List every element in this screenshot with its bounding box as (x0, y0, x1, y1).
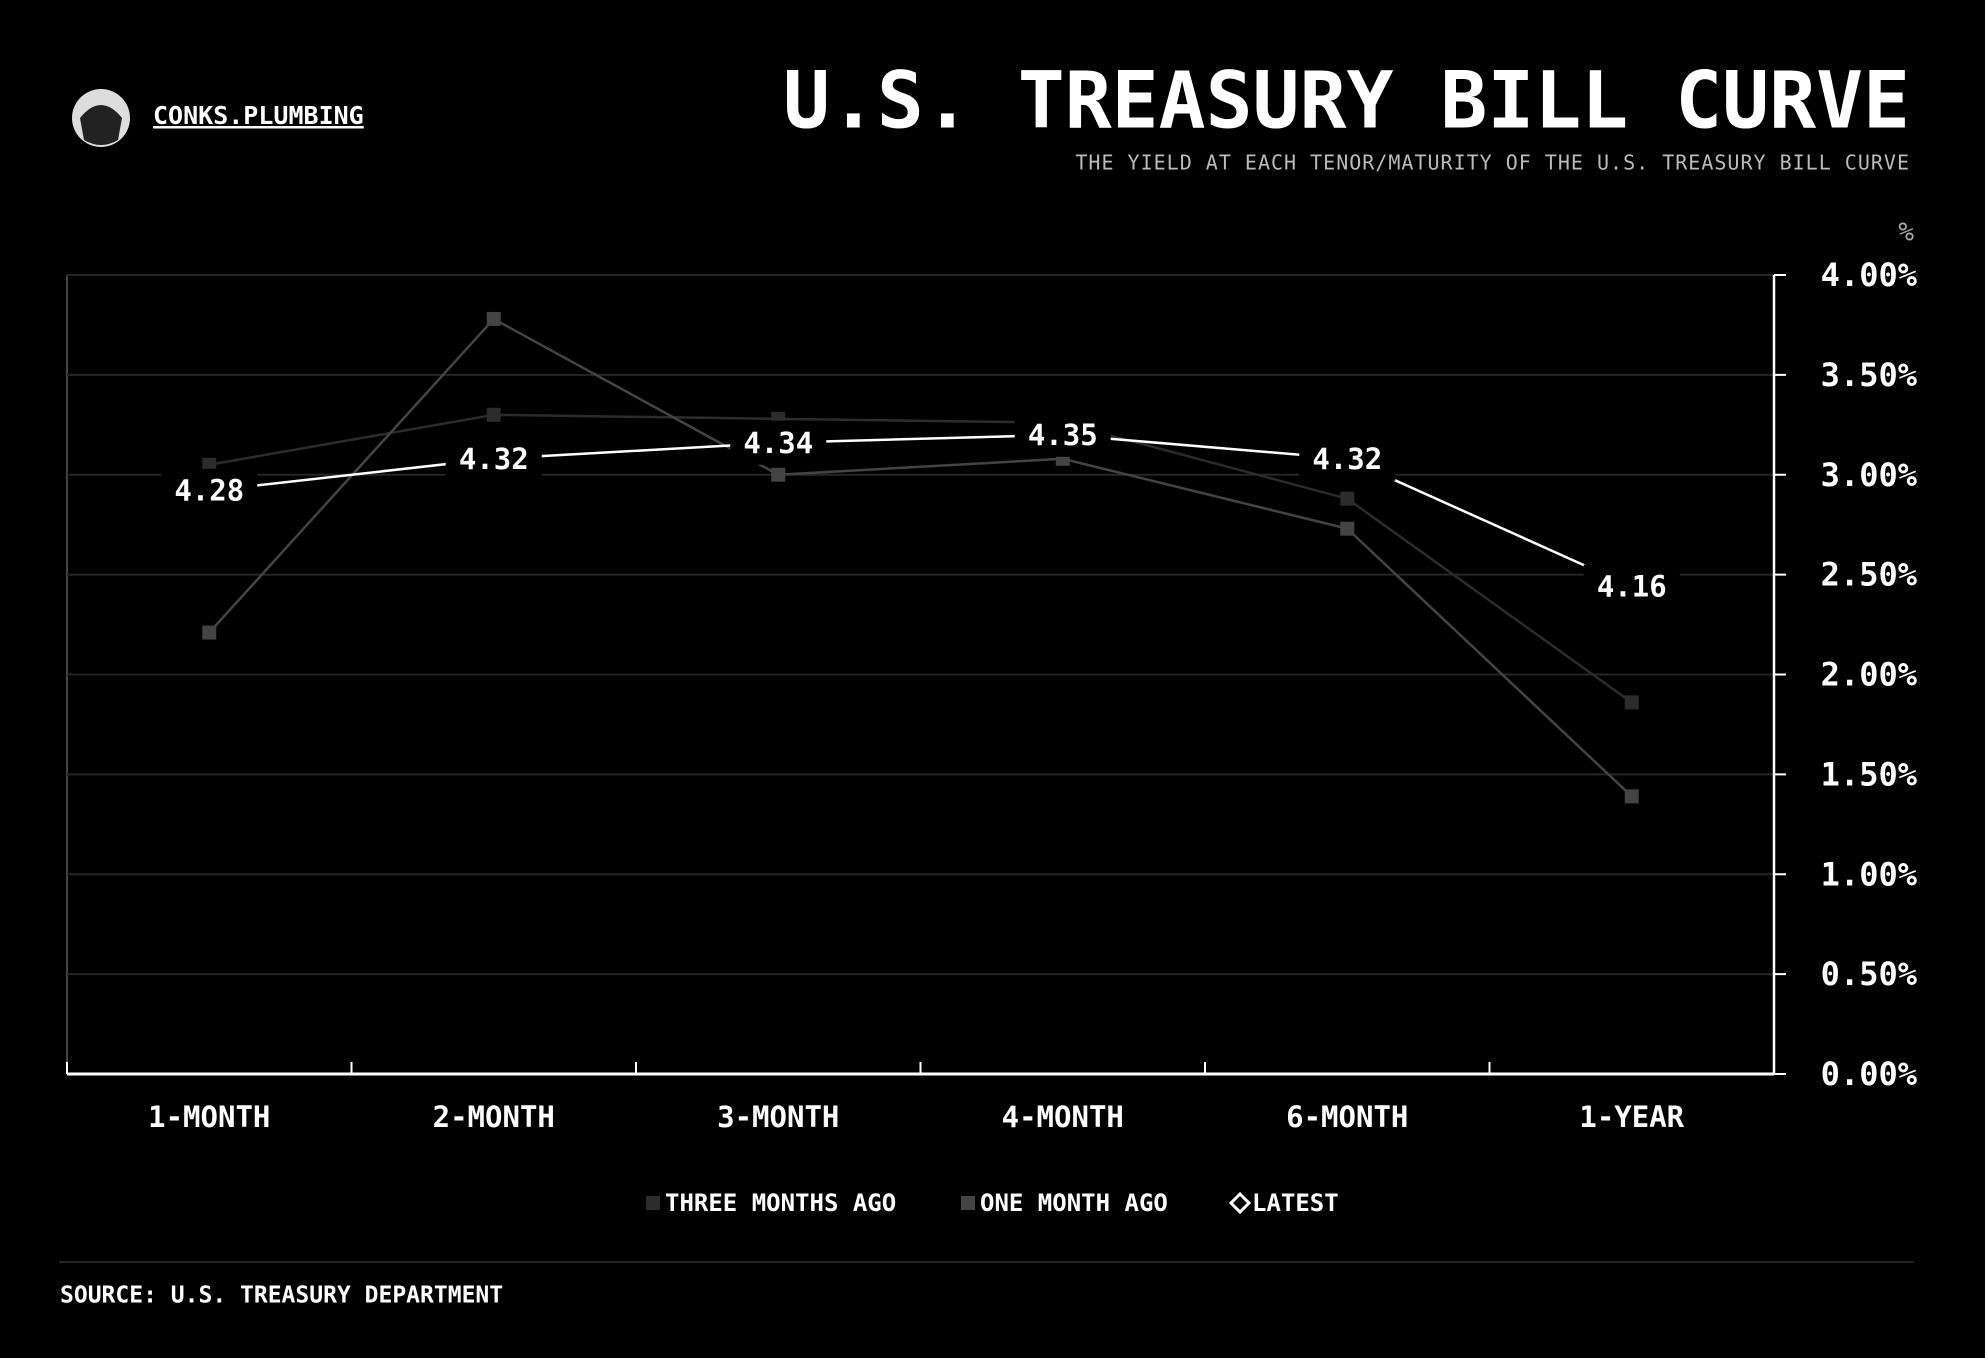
value-label: 4.34 (743, 426, 813, 460)
marker (202, 625, 217, 640)
y-tick-label: 3.50% (1821, 356, 1918, 394)
x-tick-label: 1-YEAR (1579, 1100, 1684, 1134)
value-label-bg (1299, 436, 1396, 481)
y-tick-label: 1.00% (1821, 855, 1918, 893)
marker (1624, 695, 1639, 710)
legend-label: ONE MONTH AGO (980, 1189, 1168, 1217)
x-tick-label: 1-MONTH (148, 1100, 270, 1134)
marker (1624, 789, 1639, 804)
value-label: 4.28 (174, 474, 244, 508)
marker (202, 457, 217, 472)
value-label-bg (730, 420, 827, 465)
legend-marker (961, 1196, 975, 1210)
x-tick-label: 4-MONTH (1002, 1100, 1124, 1134)
source: SOURCE: U.S. TREASURY DEPARTMENT (60, 1283, 503, 1309)
value-label: 4.32 (1312, 442, 1382, 476)
value-label-bg (1583, 564, 1680, 609)
value-label-bg (1014, 412, 1111, 457)
y-tick-label: 0.00% (1821, 1055, 1918, 1093)
value-label-bg (445, 436, 542, 481)
logo-figure (80, 105, 122, 145)
x-tick-label: 6-MONTH (1286, 1100, 1408, 1134)
y-tick-label: 3.00% (1821, 456, 1918, 494)
chart-subtitle: THE YIELD AT EACH TENOR/MATURITY OF THE … (1075, 151, 1910, 175)
y-tick-label: 2.00% (1821, 656, 1918, 694)
x-tick-label: 3-MONTH (717, 1100, 839, 1134)
x-tick-label: 2-MONTH (433, 1100, 555, 1134)
value-label: 4.35 (1028, 418, 1098, 452)
marker (486, 407, 501, 422)
marker (771, 467, 786, 482)
legend-label: LATEST (1252, 1189, 1339, 1217)
y-tick-label: 2.50% (1821, 556, 1918, 594)
marker (486, 311, 501, 326)
y-axis-label: % (1898, 218, 1914, 248)
value-label-bg (161, 468, 258, 513)
legend-marker (1228, 1191, 1252, 1215)
marker (1340, 491, 1355, 506)
series-line (209, 413, 1633, 704)
y-tick-label: 0.50% (1821, 955, 1918, 993)
legend-label: THREE MONTHS AGO (665, 1189, 896, 1217)
y-tick-label: 4.00% (1821, 256, 1918, 294)
marker (1340, 521, 1355, 536)
value-label: 4.16 (1597, 570, 1667, 604)
series-line (208, 317, 1633, 798)
chart-title: U.S. TREASURY BILL CURVE (783, 56, 1910, 146)
legend-marker (646, 1196, 660, 1210)
value-label: 4.32 (459, 442, 529, 476)
y-tick-label: 1.50% (1821, 755, 1918, 793)
brand[interactable]: CONKS.PLUMBING (153, 101, 364, 130)
